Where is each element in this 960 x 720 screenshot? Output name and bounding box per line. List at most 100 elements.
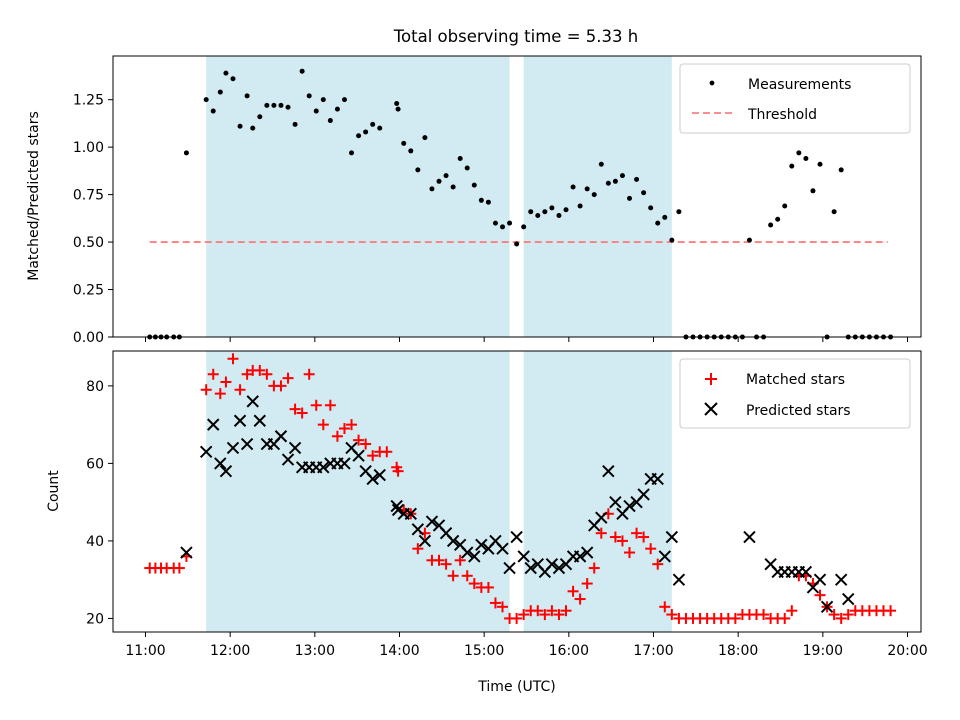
predicted-star-point [842,592,855,606]
measurement-point [521,224,527,230]
matched-star-point [227,353,239,365]
measurement-point [485,199,491,205]
x-tick-label: 19:00 [803,643,843,659]
matched-star-point [482,581,494,593]
x-tick-label: 18:00 [718,643,758,659]
measurement-point [250,125,256,131]
predicted-star-point [288,441,302,455]
measurement-point [183,150,189,156]
measurement-point [563,207,569,213]
predicted-star-point [226,441,240,455]
measurement-point [244,93,250,99]
predicted-star-point [813,573,827,586]
legend-matched: Matched stars [746,372,845,388]
measurement-point [768,222,774,228]
matched-star-point [631,527,643,539]
matched-star-point [381,446,393,458]
matched-star-point [666,609,678,621]
matched-star-point [539,609,551,621]
matched-star-point [842,609,854,621]
measurement-point [471,182,477,188]
x-tick-label: 11:00 [125,643,165,659]
measurement-point [363,129,369,135]
predicted-star-point [503,561,516,575]
matched-star-point [289,403,301,415]
matched-star-point [532,605,544,617]
predicted-star-point [253,414,267,427]
matched-star-points [144,353,897,624]
measurement-point [838,167,844,173]
x-tick-label: 15:00 [464,643,504,659]
predicted-star-point [199,445,213,458]
predicted-star-point [418,534,432,548]
predicted-star-point [274,430,288,443]
predicted-star-point [496,542,509,555]
x-tick-label: 17:00 [633,643,673,659]
top-shaded-intervals [206,56,672,337]
matched-star-point [214,388,226,400]
x-tick-label: 14:00 [379,643,419,659]
predicted-star-point [623,499,636,513]
matched-star-point [220,376,232,388]
matched-star-point [624,547,636,559]
y-tick-label: 80 [86,379,104,395]
matched-star-point [173,562,185,574]
measurement-point [264,102,270,108]
measurement-point [217,89,223,95]
matched-star-point [588,562,600,574]
y-tick-label: 0.00 [73,330,104,346]
bottom-shaded-intervals [206,351,672,632]
predicted-star-point [180,546,193,559]
top-plot-frame [112,55,922,338]
matched-star-point [261,368,273,380]
measurement-point [341,97,347,103]
matched-star-point [454,554,466,566]
observing-interval [206,56,510,337]
predicted-star-point [219,464,233,478]
y-tick-label: 0.50 [73,235,104,251]
bottom-legend-box [679,358,911,429]
predicted-star-point [404,507,417,520]
top-legend: Measurements Threshold [679,63,911,134]
chart-title: Total observing time = 5.33 h [393,27,638,46]
matched-star-point [616,535,628,547]
predicted-star-point [602,464,615,478]
predicted-star-point [595,511,608,524]
matched-star-point [310,399,322,411]
measurement-point [210,108,216,114]
measurement-point [676,209,682,215]
measurement-point [782,203,788,209]
predicted-star-point [207,418,220,431]
matched-star-point [468,578,480,590]
measurement-point [528,209,534,215]
predicted-star-point [665,530,679,544]
measurement-point [817,161,823,167]
predicted-star-point [233,414,247,427]
top-ylabel: Matched/Predicted stars [26,111,42,281]
measurement-point [395,106,401,112]
matched-star-point [659,601,671,613]
measurement-point [320,97,326,103]
measurement-point [223,70,229,76]
measurement-point [478,197,484,203]
matched-star-point [275,380,287,392]
measurement-point [619,173,625,179]
measurement-point [230,76,236,82]
matched-star-point [546,605,558,617]
matched-star-point [828,609,840,621]
top-legend-box [679,63,911,134]
bottom-x-axis: 11:00 12:00 13:00 14:00 15:00 16:00 17:00 18:00… [125,632,928,659]
measurement-point [370,121,376,127]
measurement-point [464,165,470,171]
measurement-point [306,93,312,99]
measurement-point [313,108,319,114]
predicted-star-point [246,395,259,408]
measurement-point [641,190,647,196]
predicted-star-point [552,561,566,575]
matched-star-point [758,609,770,621]
legend-measurements: Measurements [748,77,851,93]
legend-measurement-marker [709,80,715,86]
matched-star-point [779,612,791,624]
predicted-star-point [510,530,523,544]
y-tick-label: 1.25 [73,93,104,109]
